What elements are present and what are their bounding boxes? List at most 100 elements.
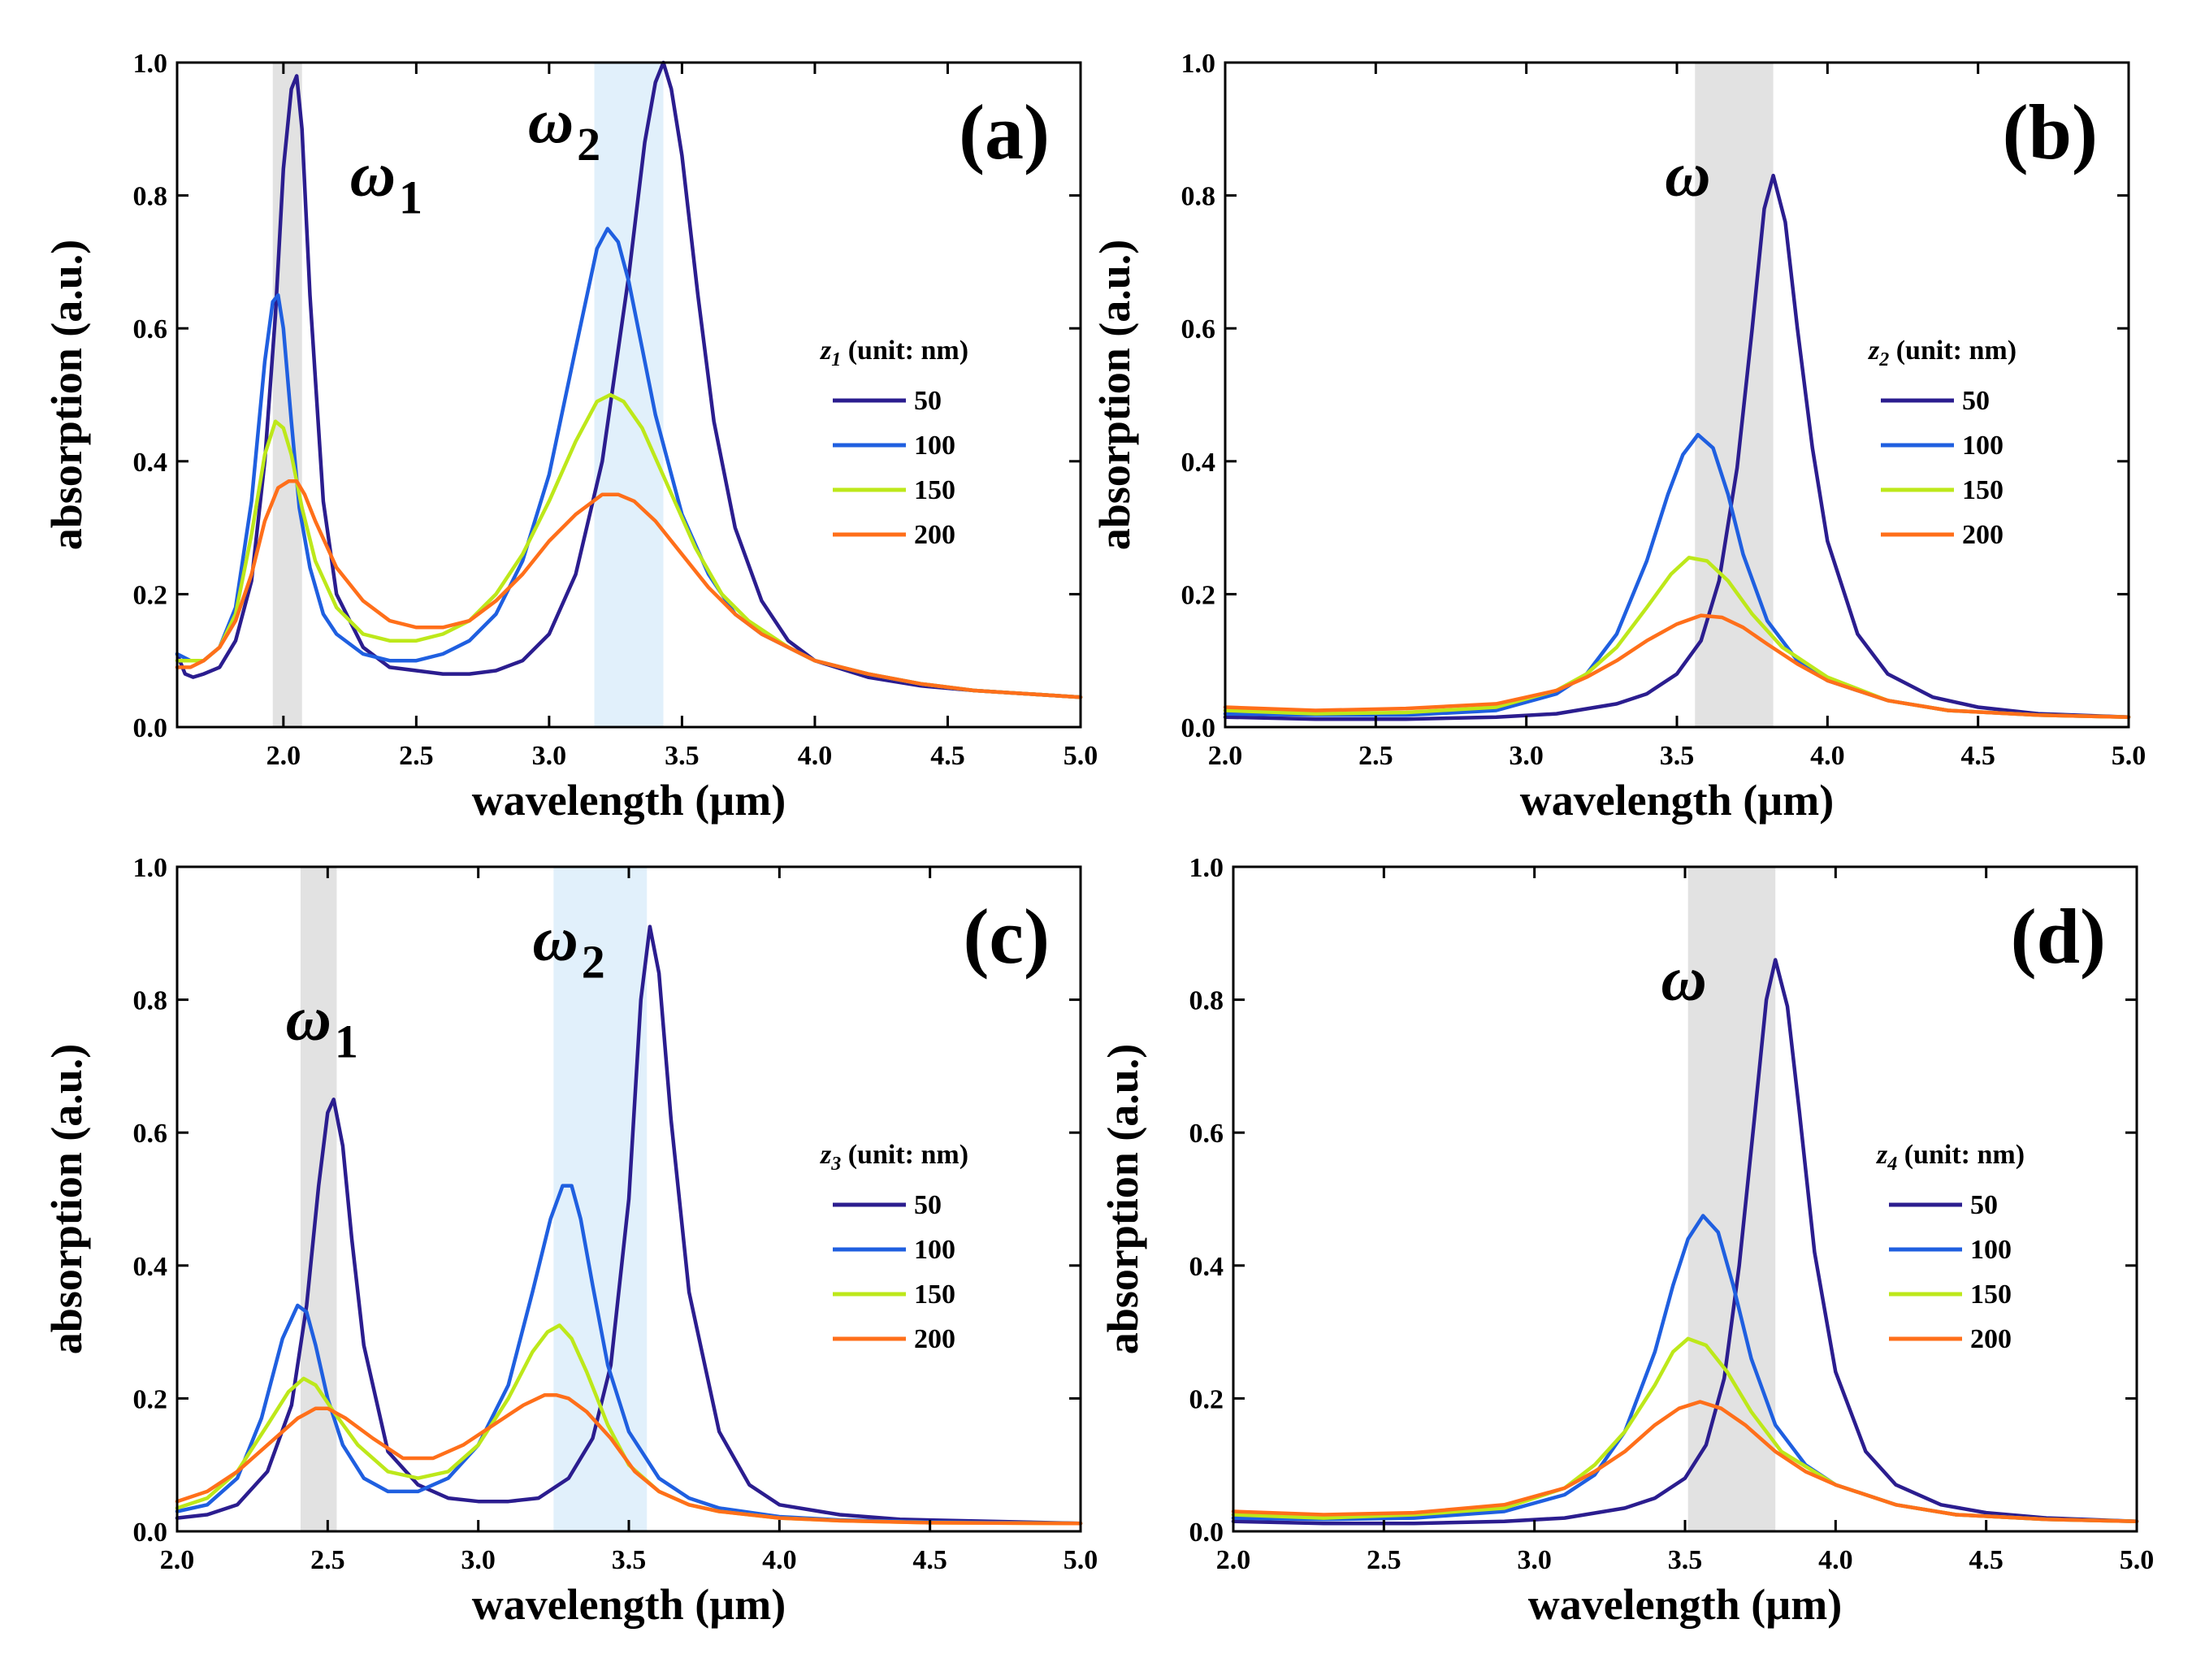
series-line-50 [1223, 173, 2131, 721]
plot-frame [175, 61, 1082, 729]
y-axis-label: absorption (a.u.) [42, 1044, 91, 1355]
x-tick-label: 2.5 [310, 1545, 345, 1575]
x-tick-label: 3.0 [1509, 741, 1544, 771]
legend-entry-100: 100 [1962, 431, 2004, 461]
chart-panel-a: 2.0 2.5 3.0 3.5 4.0 4.5 5.0 0.0 0.2 0.4 0.6 0.8 1.0 w… [42, 49, 1098, 825]
legend-unit: (unit: nm) [841, 336, 968, 366]
series-line-200 [175, 479, 1083, 699]
x-tick-label: 3.0 [461, 1545, 496, 1575]
panel-label: (c) [963, 893, 1050, 980]
x-tick-label: 5.0 [1064, 1545, 1098, 1575]
y-axis-label: absorption (a.u.) [42, 240, 91, 551]
x-tick-label: 4.0 [1810, 741, 1845, 771]
legend-entry-50: 50 [1962, 386, 1990, 416]
legend-unit: (unit: nm) [1897, 1140, 2025, 1170]
legend-title: z2 (unit: nm) [1868, 336, 2017, 370]
series-line-50 [175, 924, 1083, 1526]
y-tick-label: 0.6 [1189, 1119, 1224, 1149]
series-line-50 [1231, 958, 2139, 1526]
x-tick-label: 2.0 [266, 741, 301, 771]
y-tick-label: 0.2 [1189, 1384, 1224, 1414]
mode-subscript: 1 [335, 1015, 358, 1068]
y-tick-label: 0.2 [1181, 580, 1216, 610]
legend-entry-100: 100 [914, 1235, 955, 1265]
x-tick-label: 2.0 [1216, 1545, 1251, 1575]
mode-symbol: ω [1661, 943, 1706, 1014]
y-tick-label: 0.2 [133, 1384, 168, 1414]
x-tick-label: 2.0 [1208, 741, 1243, 771]
mode-subscript: 2 [577, 118, 600, 171]
mode-symbol: ω [285, 983, 331, 1054]
legend-entry-50: 50 [914, 1190, 942, 1220]
legend-title: z4 (unit: nm) [1876, 1140, 2025, 1175]
panel-label: (a) [959, 89, 1050, 175]
series-line-200 [1231, 1400, 2139, 1523]
legend-title: z1 (unit: nm) [820, 336, 968, 370]
x-tick-label: 4.5 [1969, 1545, 2004, 1575]
x-axis-label: wavelength (µm) [1520, 776, 1835, 825]
legend-unit: (unit: nm) [1889, 336, 2017, 366]
x-axis-label: wavelength (µm) [1528, 1580, 1843, 1629]
legend-entry-150: 150 [1962, 475, 2004, 505]
y-tick-label: 0.8 [133, 986, 168, 1016]
x-tick-label: 5.0 [1064, 741, 1098, 771]
x-tick-label: 3.0 [1517, 1545, 1552, 1575]
legend-entry-150: 150 [914, 1279, 955, 1310]
y-tick-label: 0.4 [1181, 448, 1216, 478]
mode-symbol: ω [528, 85, 574, 156]
y-tick-label: 0.4 [133, 1252, 168, 1282]
chart-panel-c: 2.0 2.5 3.0 3.5 4.0 4.5 5.0 0.0 0.2 0.4 0.6 0.8 1.0 w… [42, 853, 1098, 1629]
series-line-100 [175, 1184, 1083, 1526]
y-tick-label: 0.0 [1181, 713, 1216, 743]
y-tick-label: 1.0 [133, 49, 168, 79]
x-tick-label: 2.5 [1367, 1545, 1401, 1575]
legend-entry-100: 100 [914, 431, 955, 461]
x-tick-label: 4.5 [930, 741, 965, 771]
legend-var-sub: 4 [1887, 1154, 1897, 1175]
legend-var: z [820, 336, 832, 366]
legend-entry-100: 100 [1970, 1235, 2012, 1265]
series-line-150 [1231, 1336, 2139, 1523]
y-tick-label: 0.6 [133, 1119, 168, 1149]
y-tick-label: 0.0 [1189, 1518, 1224, 1548]
chart-panel-d: 2.0 2.5 3.0 3.5 4.0 4.5 5.0 0.0 0.2 0.4 0.6 0.8 1.0 w… [1098, 853, 2154, 1629]
legend-var-sub: 1 [831, 349, 841, 370]
y-axis-label: absorption (a.u.) [1098, 1044, 1147, 1355]
legend-entry-200: 200 [1962, 520, 2004, 550]
mode-subscript: 1 [399, 171, 422, 224]
y-tick-label: 0.4 [133, 448, 168, 478]
x-axis-label: wavelength (µm) [472, 1580, 786, 1629]
mode-annotation: ω [1661, 943, 1706, 1014]
legend-var: z [1868, 336, 1880, 366]
x-axis-label: wavelength (µm) [472, 776, 786, 825]
legend-entry-50: 50 [1970, 1190, 1998, 1220]
mode-annotation: ω2 [528, 85, 600, 171]
y-tick-label: 0.8 [1181, 182, 1216, 212]
x-tick-label: 3.5 [1660, 741, 1695, 771]
x-tick-label: 5.0 [2112, 741, 2147, 771]
panel-label: (b) [2003, 89, 2098, 175]
legend-var-sub: 3 [830, 1154, 841, 1175]
y-tick-label: 1.0 [1181, 49, 1216, 79]
x-tick-label: 4.0 [762, 1545, 797, 1575]
mode-annotation: ω1 [350, 139, 422, 224]
x-tick-label: 3.5 [612, 1545, 647, 1575]
mode-symbol: ω [532, 903, 578, 974]
y-tick-label: 0.0 [133, 1518, 168, 1548]
y-tick-label: 0.8 [1189, 986, 1224, 1016]
y-tick-label: 0.0 [133, 713, 168, 743]
legend-var: z [1876, 1140, 1888, 1170]
legend-entry-150: 150 [1970, 1279, 2012, 1310]
y-tick-label: 0.6 [1181, 314, 1216, 344]
x-tick-label: 3.5 [665, 741, 700, 771]
x-tick-label: 4.0 [1818, 1545, 1853, 1575]
highlight-band [1687, 867, 1776, 1531]
legend-title: z3 (unit: nm) [820, 1140, 968, 1175]
series-line-200 [1223, 613, 2131, 719]
legend-entry-200: 200 [914, 1324, 955, 1354]
x-tick-label: 2.0 [160, 1545, 195, 1575]
y-tick-label: 1.0 [133, 853, 168, 883]
mode-subscript: 2 [582, 936, 605, 989]
mode-annotation: ω [1665, 139, 1710, 210]
